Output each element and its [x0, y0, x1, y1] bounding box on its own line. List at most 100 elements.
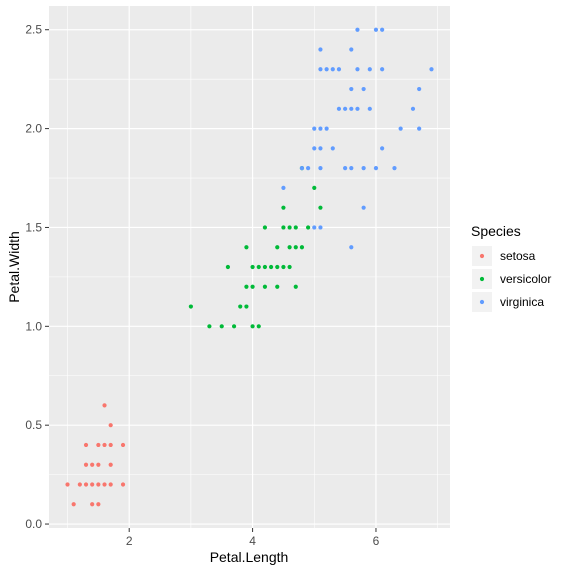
y-tick-label: 1.0: [25, 319, 42, 333]
data-point-versicolor: [244, 245, 249, 250]
data-point-setosa: [108, 462, 113, 467]
data-point-versicolor: [275, 264, 280, 270]
data-point-virginica: [349, 106, 354, 111]
data-point-setosa: [108, 442, 113, 448]
data-point-setosa: [83, 482, 89, 487]
data-point-virginica: [336, 106, 342, 111]
data-point-virginica: [367, 106, 372, 111]
data-point-virginica: [355, 106, 360, 111]
data-point-setosa: [102, 442, 107, 448]
data-point-versicolor: [293, 225, 298, 230]
data-point-virginica: [392, 166, 397, 171]
data-point-versicolor: [207, 324, 212, 329]
data-point-setosa: [65, 482, 70, 487]
data-point-versicolor: [244, 284, 249, 289]
data-point-virginica: [429, 67, 434, 72]
data-point-versicolor: [188, 304, 193, 309]
data-point-versicolor: [287, 264, 292, 270]
data-point-versicolor: [262, 284, 268, 289]
y-axis-label: Petal.Width: [6, 231, 22, 303]
data-point-virginica: [281, 185, 286, 191]
x-tick-label: 4: [249, 534, 256, 548]
axes: 2 4 6 0.0 0.5 1.0 1.5 2.0 2.5: [25, 23, 379, 548]
data-point-setosa: [90, 482, 95, 487]
data-point-setosa: [96, 482, 101, 487]
data-point-setosa: [120, 482, 126, 487]
data-point-setosa: [108, 423, 113, 428]
legend-items: setosa versicolor virginica: [472, 246, 551, 312]
data-point-versicolor: [306, 225, 311, 230]
data-point-versicolor: [275, 284, 280, 289]
data-point-virginica: [343, 166, 348, 171]
legend-label-setosa: setosa: [500, 249, 536, 263]
data-point-setosa: [108, 482, 113, 487]
data-point-setosa: [96, 462, 101, 467]
data-point-versicolor: [231, 324, 237, 329]
data-point-virginica: [361, 205, 366, 210]
data-point-versicolor: [293, 245, 298, 250]
data-point-virginica: [343, 106, 348, 111]
data-point-virginica: [318, 166, 323, 171]
data-point-setosa: [83, 442, 89, 448]
data-point-setosa: [77, 482, 82, 487]
data-point-virginica: [318, 225, 323, 230]
data-points: [65, 27, 434, 507]
data-point-versicolor: [299, 245, 305, 250]
x-tick-label: 2: [126, 534, 133, 548]
data-point-virginica: [318, 126, 323, 131]
data-point-setosa: [90, 502, 95, 507]
data-point-versicolor: [250, 264, 255, 270]
data-point-versicolor: [219, 324, 224, 329]
legend-label-virginica: virginica: [500, 295, 544, 309]
data-point-virginica: [349, 47, 354, 52]
data-point-versicolor: [262, 264, 268, 270]
data-point-virginica: [380, 27, 385, 32]
data-point-virginica: [336, 67, 342, 72]
data-point-setosa: [96, 502, 101, 507]
data-point-virginica: [324, 67, 329, 72]
data-point-setosa: [102, 403, 107, 408]
data-point-virginica: [361, 86, 366, 92]
data-point-virginica: [312, 225, 317, 230]
data-point-virginica: [324, 126, 329, 131]
data-point-virginica: [361, 166, 366, 171]
data-point-virginica: [367, 67, 372, 72]
plot-panel: [49, 6, 450, 528]
data-point-versicolor: [281, 264, 286, 270]
data-point-virginica: [417, 86, 422, 92]
data-point-virginica: [312, 126, 317, 131]
data-point-virginica: [318, 47, 323, 52]
legend-key-versicolor: [479, 276, 485, 282]
data-point-virginica: [299, 166, 305, 171]
grid-lines: [49, 6, 450, 528]
legend-key-setosa: [479, 253, 485, 259]
data-point-versicolor: [275, 245, 280, 250]
data-point-versicolor: [281, 205, 286, 210]
data-point-versicolor: [244, 304, 249, 309]
data-point-virginica: [398, 126, 403, 131]
legend: Species setosa versicolor virginica: [471, 223, 551, 312]
data-point-versicolor: [312, 185, 317, 191]
data-point-virginica: [373, 27, 379, 32]
data-point-versicolor: [256, 264, 261, 270]
y-tick-label: 2.0: [25, 122, 42, 136]
data-point-virginica: [349, 86, 354, 92]
data-point-versicolor: [256, 324, 261, 329]
data-point-versicolor: [262, 225, 268, 230]
data-point-virginica: [349, 245, 354, 250]
data-point-virginica: [330, 146, 335, 151]
y-tick-label: 0.0: [25, 517, 42, 531]
data-point-versicolor: [225, 264, 231, 270]
y-tick-label: 2.5: [25, 23, 42, 37]
data-point-virginica: [373, 166, 379, 171]
data-point-virginica: [355, 27, 360, 32]
data-point-versicolor: [238, 304, 243, 309]
data-point-virginica: [312, 146, 317, 151]
data-point-virginica: [330, 67, 335, 72]
data-point-versicolor: [287, 225, 292, 230]
y-tick-label: 0.5: [25, 418, 42, 432]
data-point-versicolor: [281, 225, 286, 230]
legend-title: Species: [471, 223, 521, 239]
